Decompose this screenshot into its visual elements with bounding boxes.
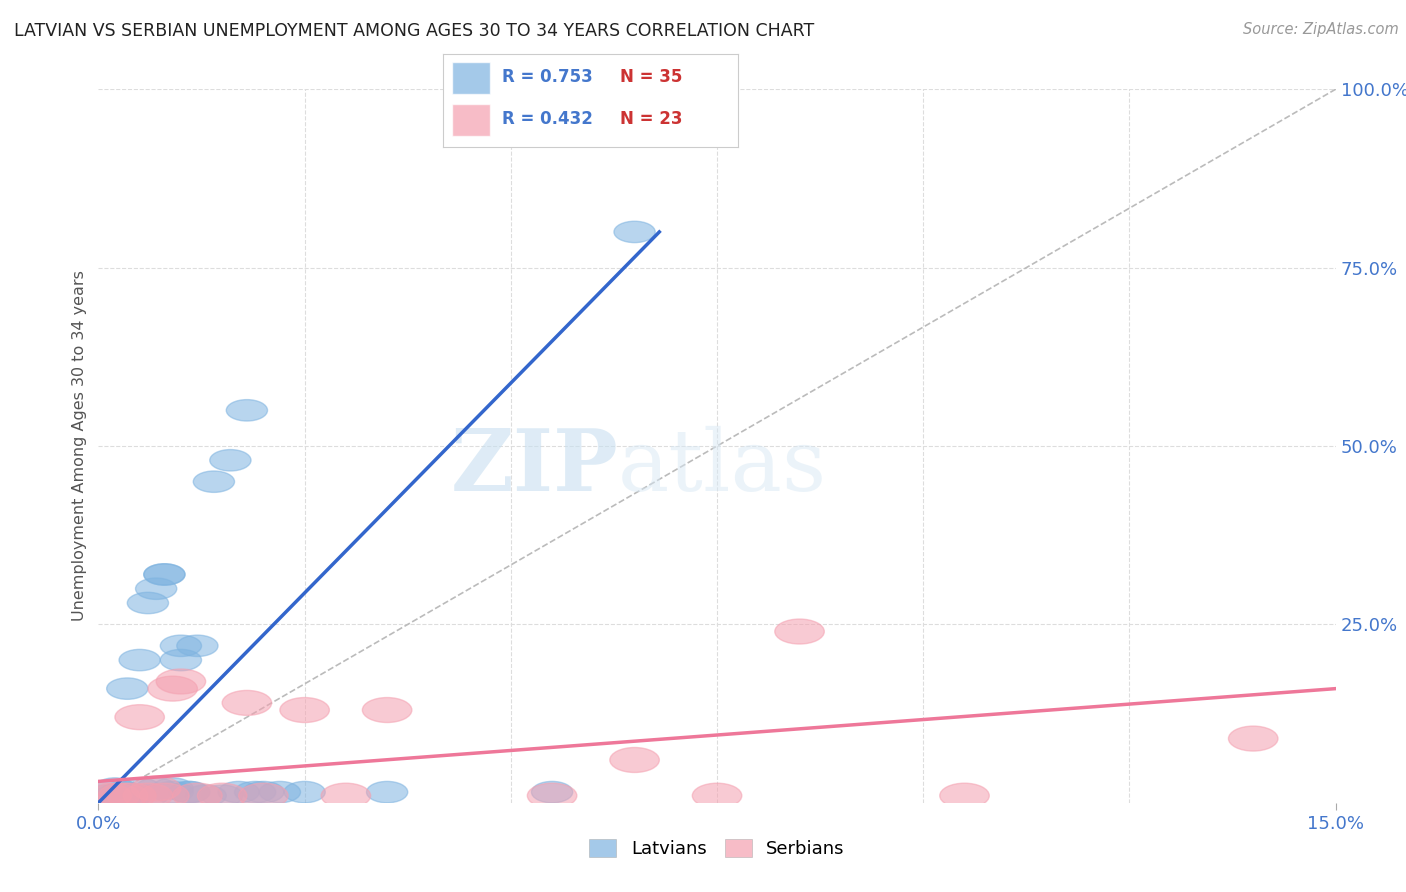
Ellipse shape [197,783,247,808]
Ellipse shape [135,778,177,799]
Text: ZIP: ZIP [450,425,619,509]
Ellipse shape [280,698,329,723]
Ellipse shape [218,781,259,803]
Ellipse shape [259,781,301,803]
Text: N = 35: N = 35 [620,68,682,86]
Ellipse shape [169,781,209,803]
Ellipse shape [94,785,135,806]
Ellipse shape [90,783,139,808]
Text: atlas: atlas [619,425,827,509]
Ellipse shape [156,669,205,694]
Text: N = 23: N = 23 [620,110,682,128]
Ellipse shape [201,785,243,806]
Ellipse shape [239,783,288,808]
Ellipse shape [128,592,169,614]
Ellipse shape [209,450,252,471]
Ellipse shape [173,783,222,808]
Ellipse shape [235,781,276,803]
Ellipse shape [139,783,190,808]
Ellipse shape [115,705,165,730]
Ellipse shape [610,747,659,772]
Ellipse shape [186,785,226,806]
Ellipse shape [321,783,371,808]
Ellipse shape [94,778,135,799]
Ellipse shape [243,781,284,803]
Ellipse shape [160,649,201,671]
Ellipse shape [152,781,193,803]
Ellipse shape [103,781,143,803]
Ellipse shape [103,785,143,806]
FancyBboxPatch shape [451,104,491,136]
FancyBboxPatch shape [451,62,491,94]
Ellipse shape [86,785,128,806]
Ellipse shape [363,698,412,723]
Ellipse shape [131,776,181,801]
Ellipse shape [177,635,218,657]
Ellipse shape [193,471,235,492]
Ellipse shape [143,564,186,585]
Ellipse shape [284,781,325,803]
Ellipse shape [124,783,173,808]
Ellipse shape [148,676,197,701]
Ellipse shape [135,578,177,599]
Ellipse shape [614,221,655,243]
Ellipse shape [82,783,131,808]
Ellipse shape [367,781,408,803]
Ellipse shape [107,783,156,808]
Ellipse shape [111,785,152,806]
Legend: Latvians, Serbians: Latvians, Serbians [582,831,852,865]
Ellipse shape [98,783,148,808]
Text: Source: ZipAtlas.com: Source: ZipAtlas.com [1243,22,1399,37]
Ellipse shape [775,619,824,644]
Text: LATVIAN VS SERBIAN UNEMPLOYMENT AMONG AGES 30 TO 34 YEARS CORRELATION CHART: LATVIAN VS SERBIAN UNEMPLOYMENT AMONG AG… [14,22,814,40]
Y-axis label: Unemployment Among Ages 30 to 34 years: Unemployment Among Ages 30 to 34 years [72,270,87,622]
Ellipse shape [531,781,572,803]
Ellipse shape [1229,726,1278,751]
Ellipse shape [152,778,193,799]
Ellipse shape [120,649,160,671]
Ellipse shape [160,635,201,657]
Text: R = 0.753: R = 0.753 [502,68,593,86]
Ellipse shape [527,783,576,808]
Ellipse shape [107,678,148,699]
Text: R = 0.432: R = 0.432 [502,110,593,128]
Ellipse shape [120,778,160,799]
Ellipse shape [222,690,271,715]
Ellipse shape [692,783,742,808]
Ellipse shape [143,564,186,585]
Ellipse shape [939,783,990,808]
Ellipse shape [226,400,267,421]
Ellipse shape [128,785,169,806]
Ellipse shape [169,781,209,803]
